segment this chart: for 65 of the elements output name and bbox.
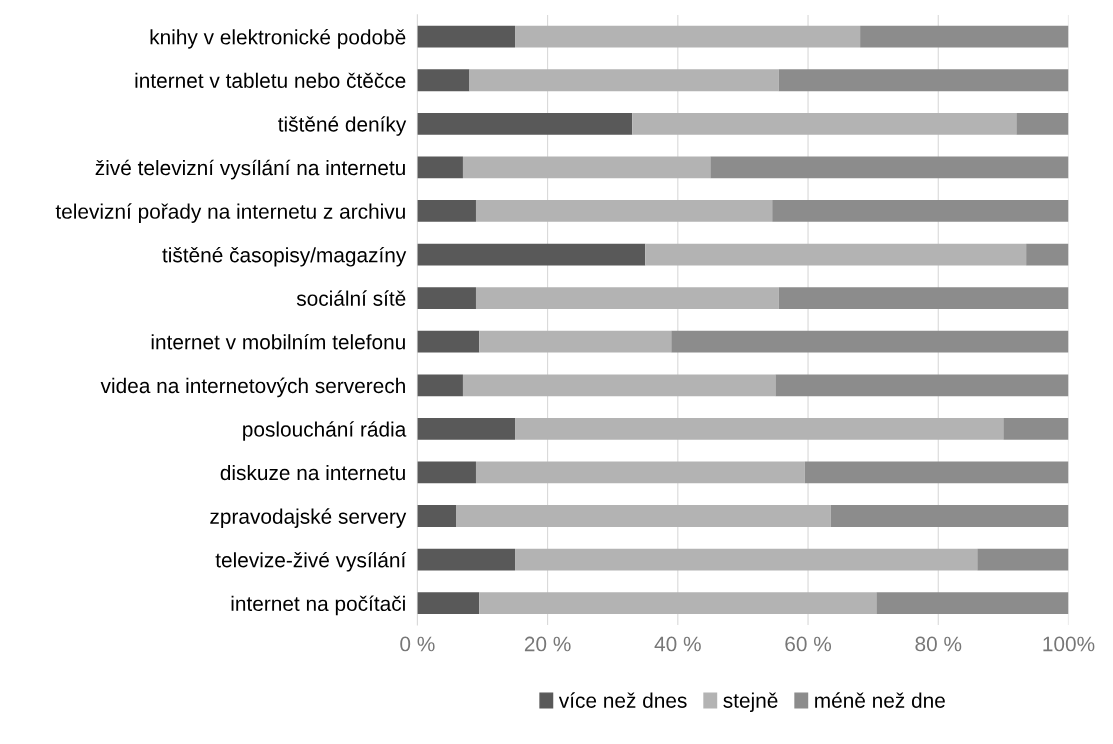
- bar: [475, 461, 805, 484]
- bar: [417, 374, 463, 397]
- bar: [515, 25, 861, 48]
- x-tick-label: 60 %: [785, 636, 832, 652]
- bar: [475, 287, 779, 310]
- bar: [479, 592, 877, 615]
- bar: [772, 200, 1069, 222]
- bar: [417, 25, 516, 48]
- bar: [417, 69, 470, 92]
- bar: [671, 330, 1069, 353]
- y-tick-label: poslouchání rádia: [243, 421, 407, 441]
- bar: [1016, 112, 1069, 135]
- legend-label: více než dnes: [558, 692, 687, 708]
- bar: [417, 243, 646, 266]
- bar: [775, 374, 1069, 397]
- bar: [417, 330, 480, 353]
- x-tick-label: 0 %: [400, 636, 435, 652]
- y-tick-label: televizní pořady na internetu z archivu: [55, 203, 405, 223]
- bar: [977, 548, 1069, 571]
- bar: [830, 505, 1069, 527]
- bar: [1003, 417, 1069, 440]
- bar: [1026, 243, 1069, 266]
- bar: [710, 156, 1069, 179]
- legend-label: stejně: [723, 692, 778, 713]
- bar: [417, 287, 476, 310]
- x-tick-label: 80 %: [915, 636, 962, 652]
- legend-label: méně než dne: [815, 692, 945, 708]
- bar: [417, 156, 463, 179]
- bar: [417, 200, 476, 222]
- y-tick-label: internet v mobilním telefonu: [151, 333, 405, 350]
- bar: [417, 461, 476, 484]
- y-tick-label: živé televizní vysílání na internetu: [95, 159, 405, 180]
- bar: [876, 592, 1069, 615]
- y-tick-label: diskuze na internetu: [220, 464, 405, 481]
- bar: [860, 25, 1069, 48]
- bar: [417, 112, 633, 135]
- y-tick-label: sociální sítě: [296, 290, 406, 306]
- y-tick-label: televize-živé vysílání: [215, 551, 407, 572]
- x-tick-label: 100%: [1043, 636, 1095, 652]
- y-tick-label: internet na počítači: [231, 595, 405, 616]
- bar: [778, 287, 1069, 310]
- bar: [778, 69, 1069, 92]
- bar: [645, 243, 1027, 266]
- bar: [632, 112, 1017, 135]
- bar: [417, 417, 516, 440]
- y-tick-label: tištěné časopisy/magazíny: [162, 246, 407, 267]
- bar: [417, 592, 480, 615]
- bar: [515, 548, 978, 571]
- bar: [456, 505, 831, 527]
- x-tick-label: 40 %: [654, 636, 701, 652]
- y-tick-label: knihy v elektronické podobě: [150, 29, 406, 49]
- y-tick-label: internet v tabletu nebo čtěčce: [135, 72, 406, 88]
- y-tick-label: videa na internetových serverech: [100, 377, 405, 398]
- bar: [479, 330, 672, 353]
- bar: [462, 156, 711, 179]
- bar: [515, 417, 1004, 440]
- bar: [475, 200, 773, 222]
- y-tick-label: tištěné deníky: [278, 116, 407, 136]
- x-tick-label: 20 %: [524, 636, 571, 652]
- bar: [469, 69, 779, 92]
- bar: [417, 505, 457, 527]
- bar: [417, 548, 516, 571]
- bar: [462, 374, 776, 397]
- y-tick-label: zpravodajské servery: [210, 508, 407, 529]
- bar: [804, 461, 1069, 484]
